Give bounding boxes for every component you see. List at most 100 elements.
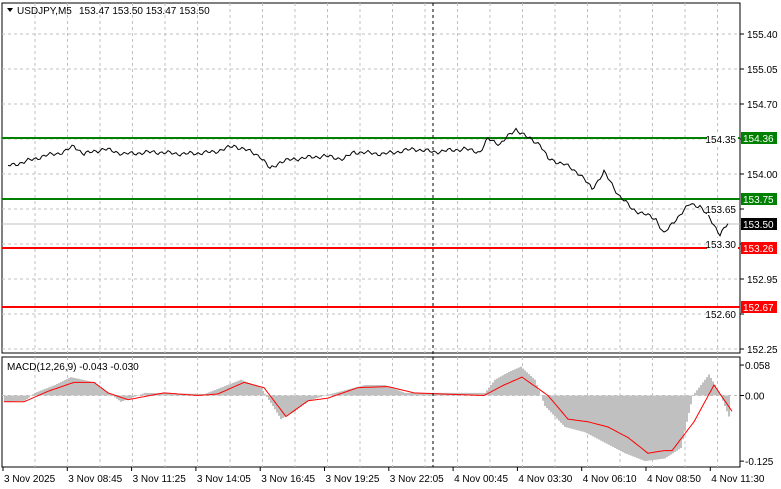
macd-histogram-bar [248, 382, 250, 396]
level-price-tag [741, 242, 777, 254]
level-price-tag [741, 193, 777, 205]
macd-histogram-bar [614, 395, 616, 448]
macd-histogram-bar [72, 377, 74, 396]
macd-histogram-bar [480, 392, 482, 396]
macd-histogram-bar [266, 395, 268, 397]
macd-histogram-bar [666, 395, 668, 458]
triangle-down-icon[interactable] [7, 8, 13, 12]
macd-histogram-bar [684, 395, 686, 431]
macd-histogram-bar [554, 395, 556, 417]
macd-histogram-bar [28, 395, 30, 398]
macd-histogram-bar [428, 392, 430, 396]
macd-histogram-bar [264, 393, 266, 396]
macd-histogram-bar [422, 392, 424, 396]
level-price-label: 153.75 [743, 195, 774, 206]
macd-histogram-bar [550, 395, 552, 413]
macd-histogram-bar [66, 379, 68, 396]
macd-histogram-bar [106, 391, 108, 396]
macd-histogram-bar [230, 383, 232, 396]
macd-label: MACD(12,26,9) -0.043 -0.030 [7, 362, 139, 373]
macd-histogram-bar [632, 395, 634, 457]
macd-histogram-bar [118, 395, 120, 401]
time-tick-label: 4 Nov 11:30 [711, 474, 765, 485]
macd-histogram-bar [164, 393, 166, 396]
macd-histogram-bar [540, 395, 542, 396]
macd-histogram-bar [658, 395, 660, 460]
macd-histogram-bar [416, 392, 418, 396]
macd-histogram-bar [690, 395, 692, 405]
macd-histogram-bar [158, 393, 160, 396]
macd-histogram-bar [708, 374, 710, 396]
macd-histogram-bar [172, 393, 174, 396]
macd-histogram-bar [298, 395, 300, 409]
macd-histogram-bar [372, 385, 374, 396]
macd-histogram-bar [678, 395, 680, 450]
macd-histogram-bar [492, 382, 494, 396]
macd-histogram-bar [490, 385, 492, 396]
macd-histogram-bar [394, 388, 396, 396]
level-price-label: 152.67 [743, 303, 774, 314]
macd-histogram-bar [560, 395, 562, 423]
macd-histogram-bar [646, 395, 648, 461]
macd-histogram-bar [546, 395, 548, 409]
macd-histogram-bar [150, 392, 152, 396]
macd-histogram-bar [278, 395, 280, 416]
macd-histogram-bar [312, 395, 314, 400]
macd-histogram-bar [636, 395, 638, 458]
macd-histogram-bar [596, 395, 598, 439]
macd-histogram-bar [212, 390, 214, 396]
macd-histogram-bar [40, 390, 42, 396]
macd-histogram-bar [344, 390, 346, 396]
macd-histogram-bar [520, 366, 522, 396]
macd-histogram-bar [472, 392, 474, 396]
macd-histogram-bar [370, 385, 372, 396]
macd-histogram-bar [120, 395, 122, 402]
macd-histogram-bar [326, 394, 328, 396]
macd-histogram-bar [534, 379, 536, 396]
macd-histogram-bar [478, 392, 480, 396]
macd-histogram-bar [194, 393, 196, 396]
macd-histogram-bar [166, 393, 168, 396]
macd-histogram-bar [642, 395, 644, 461]
macd-histogram-bar [268, 395, 270, 400]
macd-histogram-bar [622, 395, 624, 453]
macd-histogram-bar [418, 392, 420, 396]
macd-tick-label: -0.125 [745, 457, 774, 468]
macd-histogram-bar [536, 385, 538, 396]
macd-histogram-bar [112, 395, 114, 396]
macd-histogram-bar [672, 395, 674, 454]
macd-histogram-bar [660, 395, 662, 460]
macd-histogram-bar [600, 395, 602, 441]
macd-histogram-bar [400, 391, 402, 396]
macd-histogram-bar [704, 379, 706, 396]
macd-histogram-bar [138, 395, 140, 396]
macd-histogram-bar [22, 395, 24, 401]
macd-histogram-bar [246, 382, 248, 396]
macd-histogram-bar [494, 379, 496, 396]
level-price-label: 154.36 [743, 134, 774, 145]
macd-histogram-bar [586, 395, 588, 434]
time-tick-label: 4 Nov 08:50 [647, 474, 701, 485]
price-tick-label: 153.65 [705, 205, 736, 216]
macd-histogram-bar [712, 381, 714, 396]
macd-histogram-bar [208, 392, 210, 396]
macd-histogram-bar [508, 371, 510, 396]
macd-histogram-bar [654, 395, 656, 460]
main-pane[interactable] [1, 2, 741, 354]
price-tick-label-bg [707, 203, 738, 215]
level-price-label: 153.26 [743, 244, 774, 255]
macd-histogram-bar [374, 385, 376, 396]
macd-histogram-bar [388, 386, 390, 396]
macd-histogram-bar [36, 392, 38, 396]
macd-histogram-bar [468, 392, 470, 396]
macd-histogram-bar [132, 395, 134, 398]
macd-histogram-bar [640, 395, 642, 460]
macd-histogram-bar [260, 387, 262, 396]
macd-histogram-bar [414, 392, 416, 396]
macd-histogram-bar [634, 395, 636, 458]
macd-histogram-bar [232, 382, 234, 396]
macd-histogram-bar [136, 395, 138, 396]
macd-histogram-bar [664, 395, 666, 459]
macd-histogram-bar [566, 395, 568, 428]
